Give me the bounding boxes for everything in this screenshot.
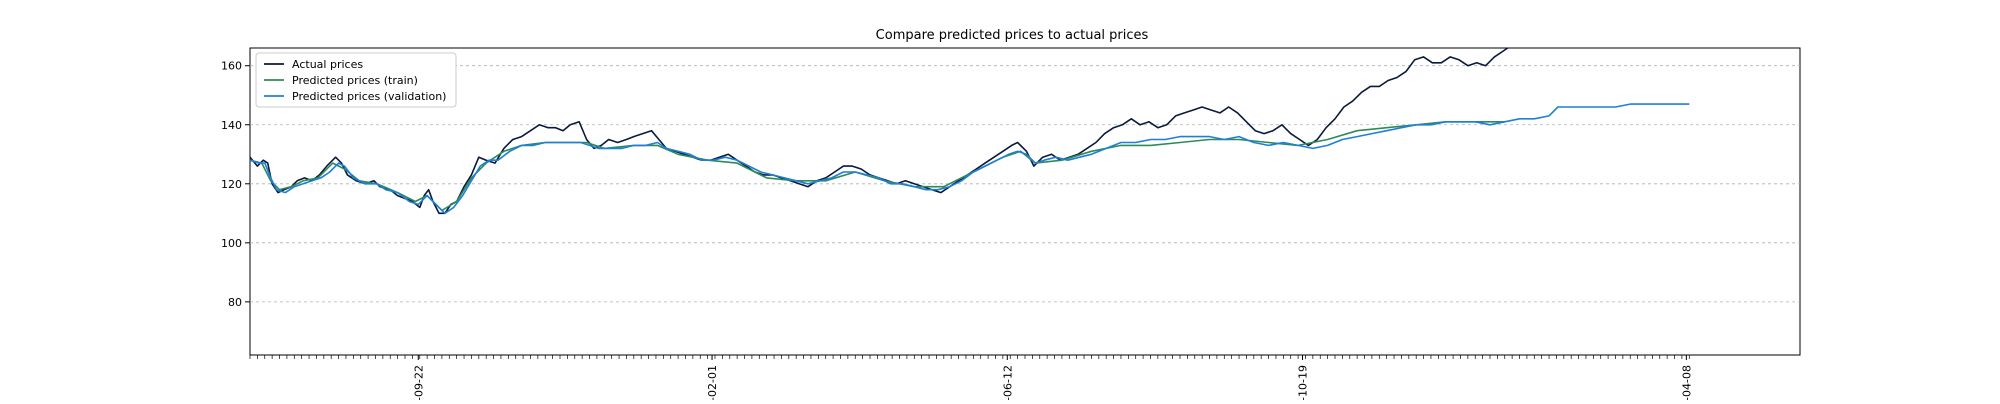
legend-label: Actual prices <box>292 58 363 71</box>
legend-label: Predicted prices (train) <box>292 74 418 87</box>
series-line-1 <box>249 47 1509 215</box>
y-tick-label: 120 <box>221 178 242 191</box>
y-tick-label: 100 <box>221 237 242 250</box>
x-tick-label: -09-22 <box>412 365 425 400</box>
x-axis: -09-22 -02-01 -06-12 -10-19 -04-08 <box>249 355 1693 401</box>
x-tick-label: -06-12 <box>1001 365 1014 400</box>
gridlines <box>250 65 1800 303</box>
chart-title: Compare predicted prices to actual price… <box>876 28 1149 43</box>
y-tick-label: 140 <box>221 119 242 132</box>
legend-box <box>255 52 457 108</box>
y-tick-label: 160 <box>221 60 242 73</box>
legend-label: Predicted prices (validation) <box>292 90 446 103</box>
plot-area <box>249 47 1801 356</box>
legend: Actual prices Predicted prices (train) Pre… <box>255 52 457 108</box>
x-tick-label: -02-01 <box>706 365 719 400</box>
y-axis: 80 100 120 140 160 <box>221 60 250 309</box>
y-tick-label: 80 <box>228 296 242 309</box>
x-tick-label: -10-19 <box>1297 365 1310 400</box>
series-line-3 <box>249 103 1690 215</box>
series-line-2 <box>249 121 1505 212</box>
x-tick-label: -04-08 <box>1680 365 1693 400</box>
series-lines <box>249 47 1690 215</box>
